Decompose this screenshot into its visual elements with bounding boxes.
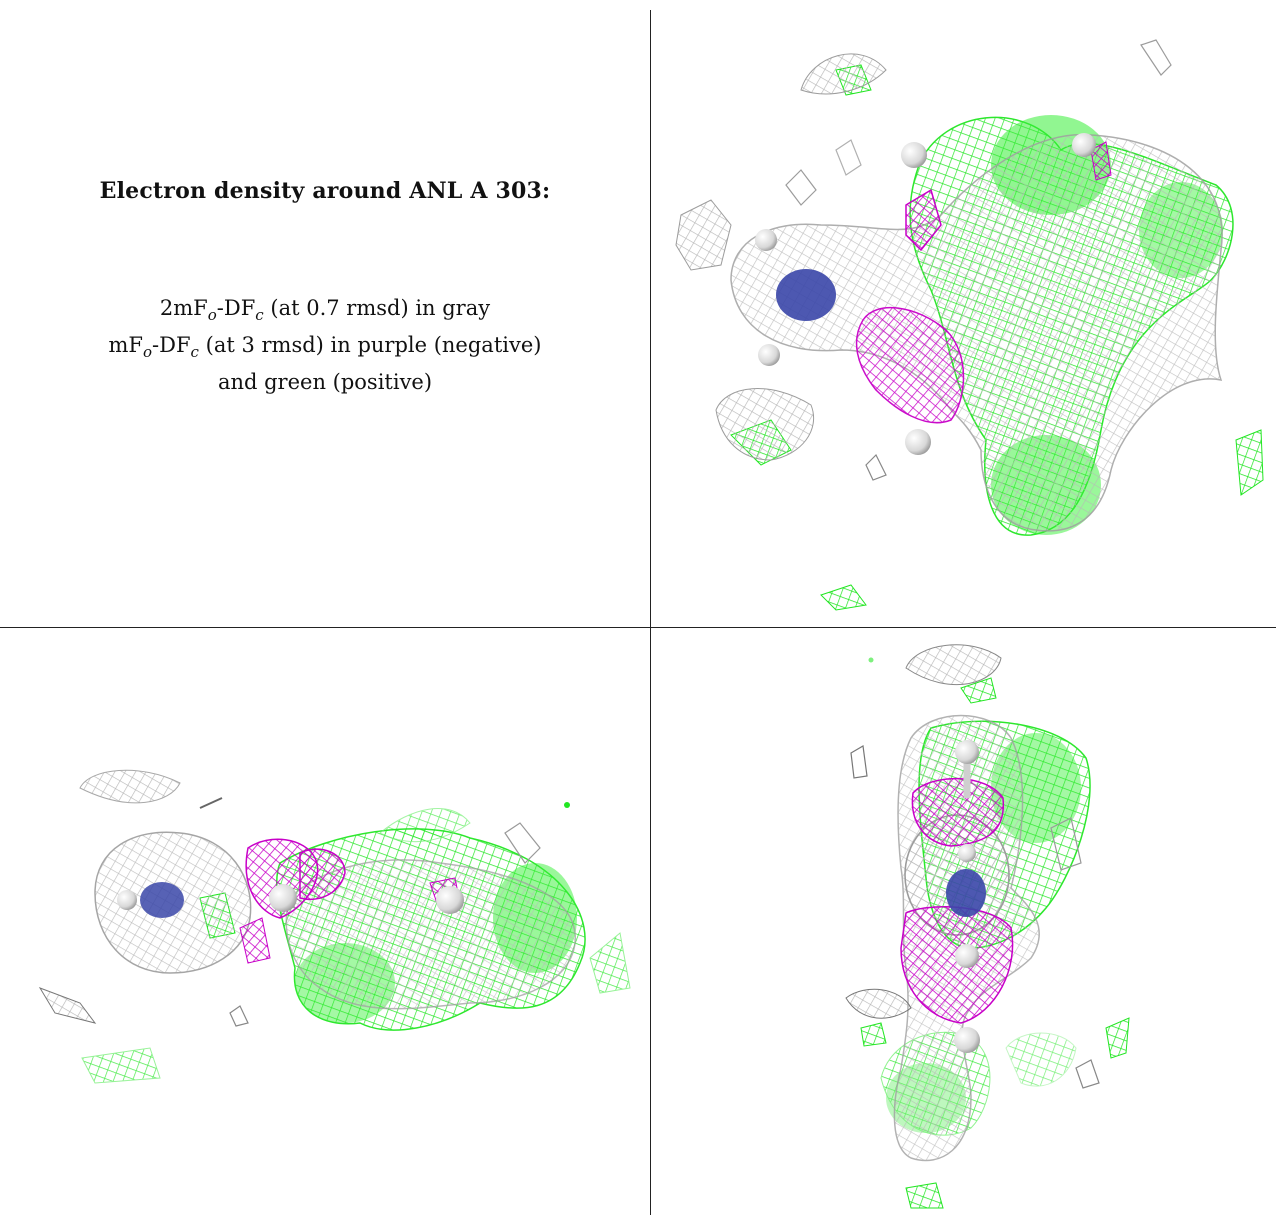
view-top-right xyxy=(651,10,1276,627)
caption-description: 2mFo-DFc (at 0.7 rmsd) in gray mFo-DFc (… xyxy=(0,293,650,397)
density-render-top-right xyxy=(675,39,1264,611)
gray-2mfo-density xyxy=(38,769,576,1027)
caption-title: Electron density around ANL A 303: xyxy=(99,178,551,204)
purple-negative-density xyxy=(855,141,1112,424)
purple-negative-density xyxy=(239,838,461,964)
view-bottom-right xyxy=(651,628,1276,1215)
view-bottom-left xyxy=(0,628,650,1215)
nitrogen-atom xyxy=(946,869,986,917)
hydrogen-atoms xyxy=(954,740,980,1053)
density-render-bottom-right xyxy=(845,644,1130,1209)
caption-line-colors: and green (positive) xyxy=(217,370,433,395)
table-center-rule xyxy=(650,10,651,1215)
gray-2mfo-density xyxy=(675,39,1223,532)
caption-cell: Electron density around ANL A 303: 2mFo-… xyxy=(0,10,650,627)
density-render-bottom-left xyxy=(38,769,631,1084)
table-middle-rule xyxy=(0,627,1276,628)
map-symbol-mfo-dfc: mFo-DFc xyxy=(108,333,199,362)
hydrogen-atoms xyxy=(117,884,464,914)
nitrogen-atom xyxy=(776,269,836,321)
caption-line-2mfo: 2mFo-DFc (at 0.7 rmsd) in gray xyxy=(159,296,491,325)
nitrogen-atom xyxy=(140,882,184,918)
map-symbol-2mfo-dfc: 2mFo-DFc xyxy=(159,296,264,325)
hydrogen-atoms xyxy=(755,133,1096,455)
caption-line-mfo: mFo-DFc (at 3 rmsd) in purple (negative) xyxy=(108,333,542,362)
